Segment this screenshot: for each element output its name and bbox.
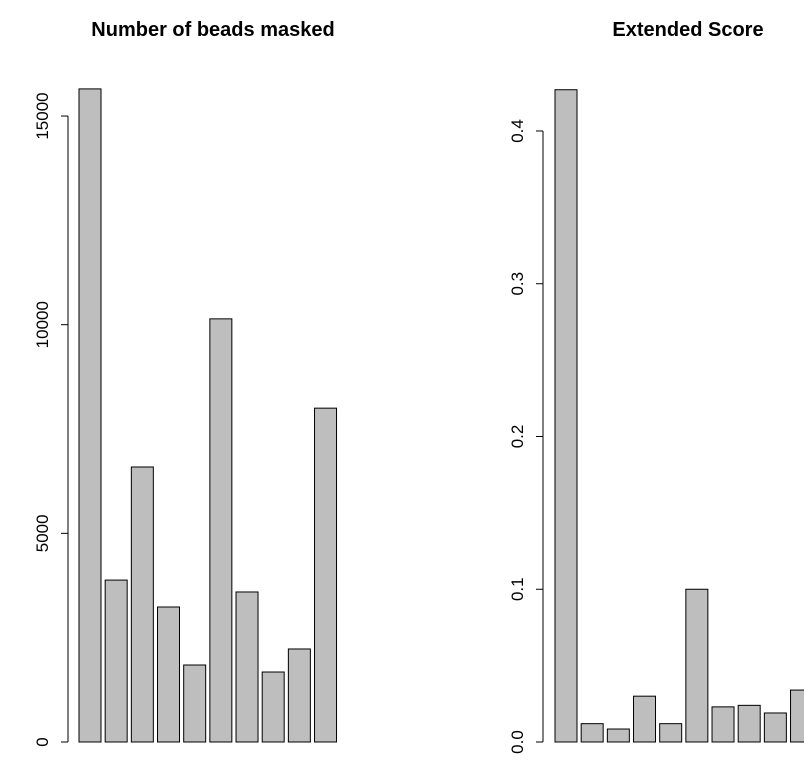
bar [580, 723, 604, 743]
bar [287, 648, 311, 743]
bar [737, 704, 761, 743]
chart-title: Number of beads masked [91, 19, 334, 41]
y-tick-label: 15000 [33, 92, 52, 139]
y-tick-label: 0.1 [508, 577, 527, 601]
y-tick-label: 0.3 [508, 272, 527, 296]
bar [685, 588, 709, 743]
bar [130, 466, 154, 743]
bar [209, 318, 233, 743]
bar [157, 606, 181, 743]
bar [606, 728, 630, 743]
bar [554, 89, 578, 743]
bar [659, 723, 683, 743]
bar [711, 706, 735, 743]
y-tick-label: 0.4 [508, 119, 527, 143]
bar [261, 671, 285, 743]
bar [183, 664, 207, 743]
y-tick-label: 10000 [33, 301, 52, 348]
y-tick-label: 0.0 [508, 730, 527, 754]
chart-title: Extended Score [612, 19, 763, 41]
bar [633, 695, 657, 743]
bar [104, 579, 128, 743]
bar [790, 689, 804, 743]
y-tick-label: 0.2 [508, 425, 527, 449]
y-tick-label: 0 [33, 737, 52, 746]
y-tick-label: 5000 [33, 514, 52, 552]
bar [235, 591, 259, 743]
bar [78, 88, 102, 743]
bar [763, 712, 787, 743]
bar [314, 407, 338, 743]
